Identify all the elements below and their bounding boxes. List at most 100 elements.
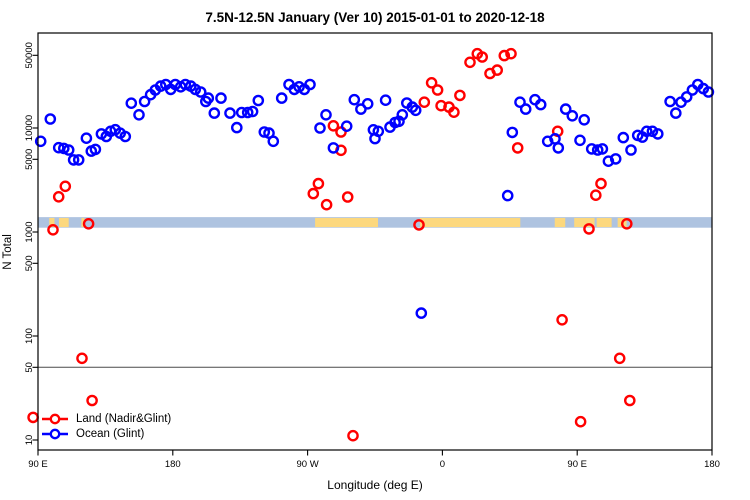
data-point bbox=[613, 352, 626, 365]
legend-item-ocean: Ocean (Glint) bbox=[40, 426, 171, 441]
chart-title: 7.5N-12.5N January (Ver 10) 2015-01-01 t… bbox=[205, 10, 545, 25]
data-point bbox=[241, 106, 254, 119]
data-point bbox=[621, 217, 633, 230]
data-point bbox=[505, 47, 517, 60]
data-point bbox=[670, 107, 682, 119]
data-point bbox=[267, 135, 280, 148]
legend-label-land: Land (Nadir&Glint) bbox=[76, 412, 172, 425]
data-point bbox=[307, 187, 320, 200]
data-point bbox=[652, 128, 664, 140]
data-point bbox=[82, 217, 95, 230]
data-point bbox=[591, 144, 604, 156]
data-point bbox=[393, 115, 405, 128]
data-point bbox=[304, 78, 316, 91]
data-point bbox=[194, 86, 207, 98]
data-point bbox=[379, 94, 392, 106]
data-point bbox=[506, 126, 519, 139]
data-point bbox=[235, 106, 248, 119]
data-point bbox=[448, 106, 460, 118]
data-point bbox=[686, 84, 699, 96]
data-point bbox=[476, 51, 489, 63]
data-point bbox=[340, 120, 353, 132]
data-point bbox=[413, 219, 425, 231]
data-point bbox=[125, 97, 138, 109]
data-point bbox=[202, 92, 215, 104]
svg-text:90 E: 90 E bbox=[567, 459, 587, 470]
svg-text:180: 180 bbox=[165, 459, 181, 470]
data-point bbox=[52, 190, 65, 203]
ocean-symbol-icon bbox=[42, 428, 68, 439]
data-point bbox=[680, 91, 693, 103]
svg-text:500: 500 bbox=[24, 255, 35, 271]
data-point bbox=[154, 80, 167, 92]
data-point bbox=[409, 104, 422, 117]
svg-text:90 E: 90 E bbox=[28, 459, 48, 470]
data-point bbox=[566, 110, 579, 122]
svg-text:0: 0 bbox=[440, 459, 445, 470]
data-point bbox=[596, 143, 609, 155]
data-point bbox=[224, 107, 236, 119]
map-band bbox=[38, 217, 712, 228]
data-point bbox=[590, 189, 602, 201]
data-point bbox=[415, 307, 428, 319]
data-point bbox=[559, 103, 572, 115]
data-point bbox=[133, 109, 145, 121]
data-point bbox=[464, 56, 476, 69]
data-point bbox=[534, 98, 547, 111]
data-point bbox=[327, 142, 340, 154]
data-point bbox=[119, 130, 132, 143]
data-point bbox=[67, 154, 80, 166]
legend-label-ocean: Ocean (Glint) bbox=[76, 427, 145, 440]
svg-text:10000: 10000 bbox=[24, 115, 35, 141]
data-point bbox=[76, 352, 88, 365]
data-point bbox=[80, 132, 93, 144]
svg-text:1000: 1000 bbox=[24, 221, 35, 242]
data-point bbox=[59, 180, 72, 193]
data-point bbox=[341, 191, 354, 203]
x-axis-ticks: 90 E 180 90 W 0 90 E 180 bbox=[28, 450, 720, 470]
data-point bbox=[702, 86, 715, 98]
data-point bbox=[348, 93, 361, 106]
data-point bbox=[431, 84, 444, 96]
data-point bbox=[215, 92, 227, 104]
data-point bbox=[89, 143, 102, 156]
land-symbol-icon bbox=[42, 413, 68, 424]
legend: Land (Nadir&Glint) Ocean (Glint) bbox=[40, 411, 171, 441]
data-point bbox=[519, 103, 532, 115]
data-point bbox=[138, 95, 151, 108]
data-point bbox=[86, 394, 98, 407]
data-point bbox=[498, 49, 511, 62]
plot-box bbox=[37, 32, 713, 451]
data-point bbox=[72, 154, 85, 166]
data-point bbox=[511, 142, 524, 154]
data-point bbox=[312, 177, 325, 190]
data-point bbox=[179, 78, 192, 91]
data-point bbox=[208, 107, 221, 119]
svg-text:50000: 50000 bbox=[24, 42, 35, 68]
data-point bbox=[27, 411, 39, 424]
land-points bbox=[27, 47, 636, 442]
data-point bbox=[514, 96, 526, 108]
data-point bbox=[602, 155, 615, 167]
data-point bbox=[595, 177, 607, 190]
data-point bbox=[675, 96, 687, 108]
data-point bbox=[275, 92, 288, 104]
data-point bbox=[574, 415, 587, 428]
data-point bbox=[609, 153, 622, 165]
data-point bbox=[361, 98, 374, 110]
data-point bbox=[574, 134, 586, 147]
svg-text:100: 100 bbox=[24, 328, 35, 344]
data-point bbox=[246, 105, 259, 118]
data-point bbox=[252, 94, 265, 107]
data-point bbox=[585, 143, 598, 155]
data-point bbox=[425, 77, 438, 89]
data-point bbox=[454, 89, 466, 102]
data-point bbox=[640, 125, 653, 138]
svg-text:5000: 5000 bbox=[24, 149, 35, 170]
data-point bbox=[258, 126, 271, 138]
legend-item-land: Land (Nadir&Glint) bbox=[40, 411, 171, 426]
data-point bbox=[230, 121, 243, 134]
data-point bbox=[44, 113, 57, 125]
